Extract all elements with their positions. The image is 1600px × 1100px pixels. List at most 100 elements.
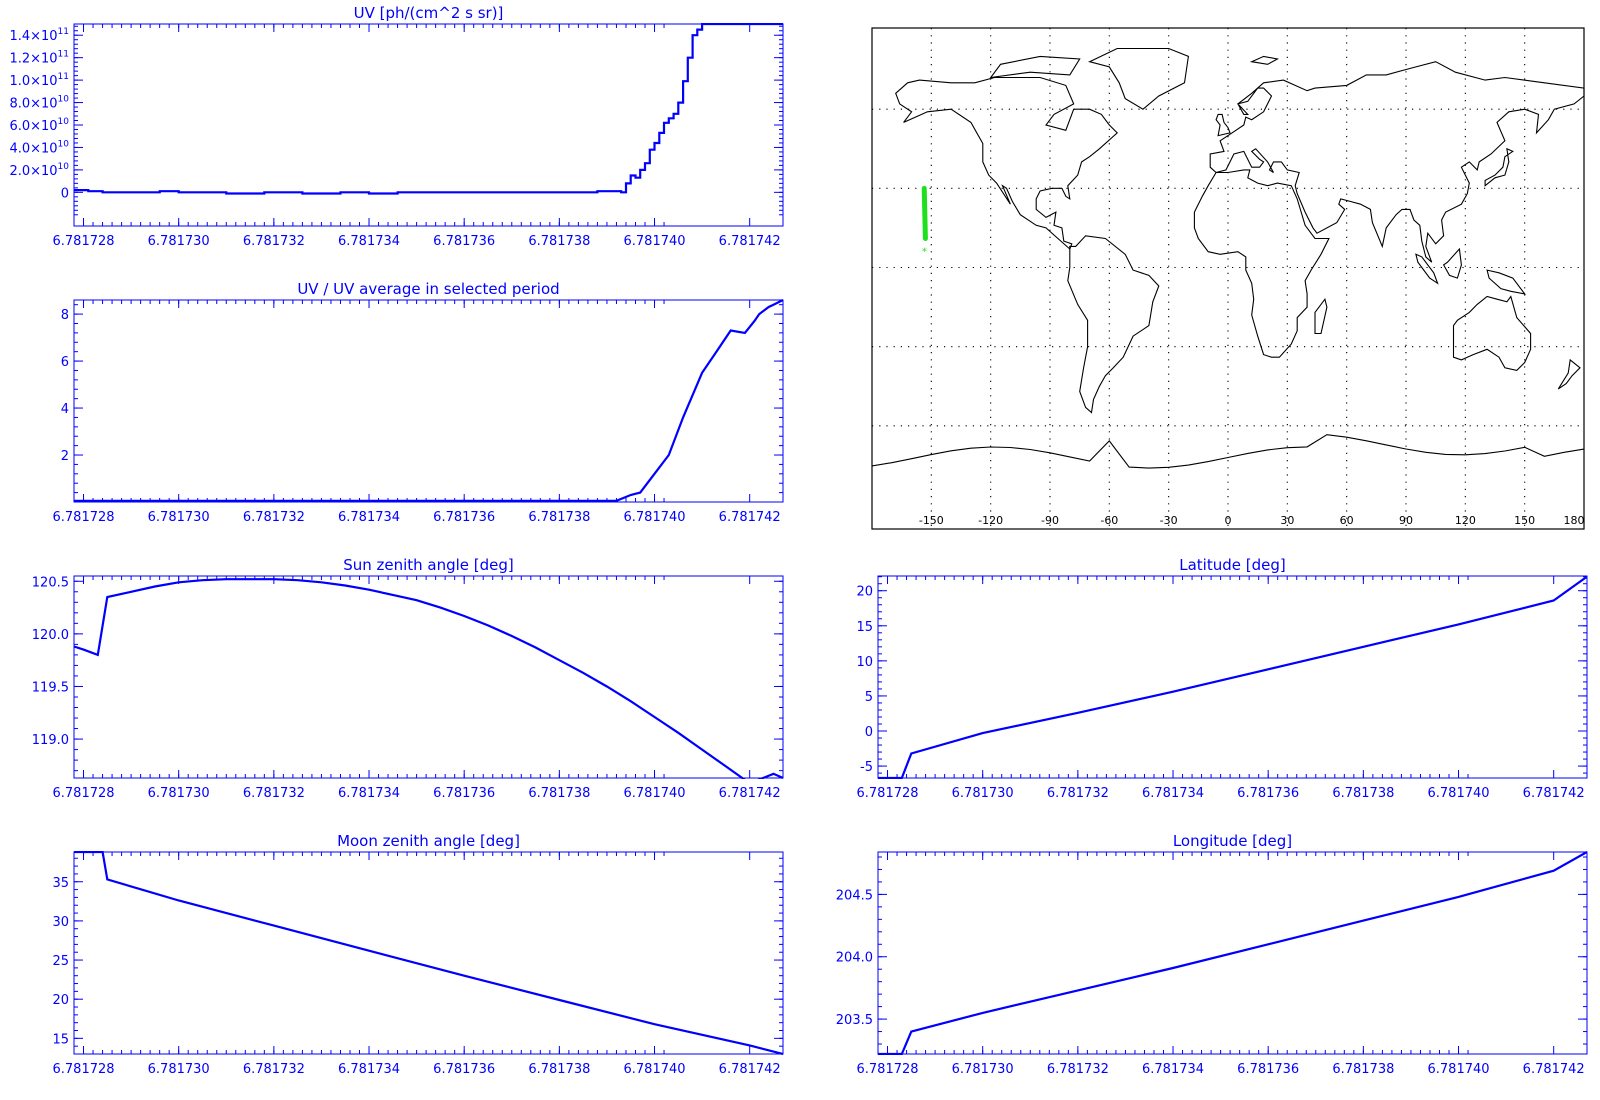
x-tick-label: 6.781728: [857, 1062, 919, 1077]
y-tick-label: 35: [52, 876, 69, 891]
x-tick-label: 6.781734: [338, 1062, 400, 1077]
y-tick-label: 120.5: [32, 575, 69, 590]
x-tick-label: 6.781740: [624, 1062, 686, 1077]
series-line: [74, 299, 783, 502]
y-tick-mantissa: 6.0×10: [9, 119, 57, 134]
series-line: [74, 23, 783, 195]
y-tick-mantissa: 1.4×10: [9, 29, 57, 44]
series-line: [878, 575, 1587, 779]
x-tick-label: 6.781738: [528, 234, 590, 249]
y-tick-mantissa: 8.0×10: [9, 97, 57, 112]
y-tick-label: 6: [61, 355, 69, 370]
x-tick-label: 6.781732: [243, 234, 305, 249]
y-tick-label: 8: [61, 308, 69, 323]
x-tick-label: 6.781742: [1523, 786, 1585, 801]
y-tick-label: 5: [865, 690, 873, 705]
lon-tick-label: -120: [978, 514, 1003, 527]
y-tick-mantissa: 1.0×10: [9, 74, 57, 89]
x-tick-label: 6.781732: [1047, 786, 1109, 801]
coastline-uk: [1215, 113, 1231, 137]
uv-panel: UV [ph/(cm^2 s sr)] 6.781728 6.781730 6.781…: [9, 4, 784, 249]
plot-frame: [73, 575, 784, 779]
x-tick-label: 6.781738: [1332, 1062, 1394, 1077]
track-start-marker: *: [922, 246, 927, 257]
coastline-borneo: [1442, 247, 1462, 279]
series-line: [74, 578, 783, 779]
y-tick-label: 120.0: [32, 628, 69, 643]
y-tick-label: 15: [52, 1032, 69, 1047]
world-map-panel: -150 -120 -90 -60 -30 0 30 60 90 120 150 180 *: [871, 27, 1585, 530]
x-tick-label: 6.781732: [243, 1062, 305, 1077]
x-tick-label: 6.781736: [433, 786, 495, 801]
x-tick-label: 6.781728: [857, 786, 919, 801]
coastline-new-zealand: [1557, 358, 1581, 390]
y-tick-exponent: 11: [58, 50, 69, 60]
y-tick-label: 1.4×1011: [9, 27, 69, 44]
y-tick-exponent: 10: [58, 162, 70, 172]
x-tick-label: 6.781730: [952, 1062, 1014, 1077]
x-tick-label: 6.781732: [243, 786, 305, 801]
x-tick-label: 6.781738: [528, 1062, 590, 1077]
chart-title: Sun zenith angle [deg]: [343, 556, 514, 574]
y-tick-label: 2: [61, 449, 69, 464]
chart-title: Moon zenith angle [deg]: [337, 832, 520, 850]
x-tick-label: 6.781734: [338, 510, 400, 525]
x-tick-label: 6.781740: [1428, 786, 1490, 801]
coastline-new-guinea: [1486, 269, 1526, 295]
y-tick-label: 204.5: [836, 888, 873, 903]
y-tick-label: 20: [856, 585, 873, 600]
lon-tick-label: 150: [1514, 514, 1535, 527]
longitude-panel: Longitude [deg] 6.781728 6.781730 6.781732 6…: [836, 832, 1588, 1077]
x-tick-label: 6.781734: [338, 786, 400, 801]
coastline-north-america: [895, 76, 1119, 250]
y-tick-label: 0: [61, 186, 69, 201]
x-tick-label: 6.781740: [1428, 1062, 1490, 1077]
x-tick-label: 6.781740: [624, 234, 686, 249]
y-tick-label: 203.5: [836, 1013, 873, 1028]
lon-tick-label: 60: [1340, 514, 1354, 527]
plot-frame: [877, 851, 1588, 1055]
x-tick-label: 6.781742: [719, 1062, 781, 1077]
y-tick-label: 1.2×1011: [9, 50, 69, 67]
x-tick-label: 6.781736: [433, 234, 495, 249]
x-tick-label: 6.781730: [148, 510, 210, 525]
y-tick-label: 25: [52, 954, 69, 969]
x-tick-label: 6.781742: [719, 786, 781, 801]
y-tick-label: 119.5: [32, 680, 69, 695]
chart-title: Latitude [deg]: [1179, 556, 1285, 574]
x-tick-label: 6.781736: [1237, 786, 1299, 801]
x-tick-label: 6.781728: [53, 1062, 115, 1077]
y-tick-exponent: 11: [58, 72, 69, 82]
y-tick-exponent: 10: [58, 95, 70, 105]
y-tick-exponent: 10: [58, 139, 70, 149]
sun-zenith-panel: Sun zenith angle [deg] 6.781728 6.781730 6.…: [32, 556, 784, 801]
plot-frame: [73, 299, 784, 503]
coastline-australia: [1452, 295, 1532, 372]
y-tick-label: 8.0×1010: [9, 95, 69, 112]
lon-tick-label: -150: [919, 514, 944, 527]
x-tick-label: 6.781728: [53, 234, 115, 249]
x-tick-label: 6.781728: [53, 510, 115, 525]
y-tick-label: 4.0×1010: [9, 139, 69, 156]
x-tick-label: 6.781730: [148, 234, 210, 249]
y-tick-mantissa: 4.0×10: [9, 141, 57, 156]
y-tick-label: 30: [52, 915, 69, 930]
x-tick-label: 6.781740: [624, 510, 686, 525]
moon-zenith-panel: Moon zenith angle [deg] 6.781728 6.781730 6…: [52, 832, 784, 1077]
x-tick-label: 6.781742: [719, 234, 781, 249]
lon-tick-label: -90: [1041, 514, 1059, 527]
coastline-svalbard: [1249, 55, 1280, 65]
lon-tick-label: -30: [1160, 514, 1178, 527]
series-line: [878, 851, 1587, 1055]
lon-tick-label: 180: [1564, 514, 1585, 527]
coastline-madagascar: [1314, 297, 1328, 335]
x-tick-label: 6.781734: [1142, 1062, 1204, 1077]
x-tick-label: 6.781732: [243, 510, 305, 525]
y-tick-label: 20: [52, 993, 69, 1008]
y-tick-label: 204.0: [836, 951, 873, 966]
x-tick-label: 6.781734: [1142, 786, 1204, 801]
coastline-south-america: [1067, 235, 1160, 414]
lon-tick-label: 90: [1399, 514, 1413, 527]
lon-tick-label: 30: [1280, 514, 1294, 527]
x-tick-label: 6.781734: [338, 234, 400, 249]
